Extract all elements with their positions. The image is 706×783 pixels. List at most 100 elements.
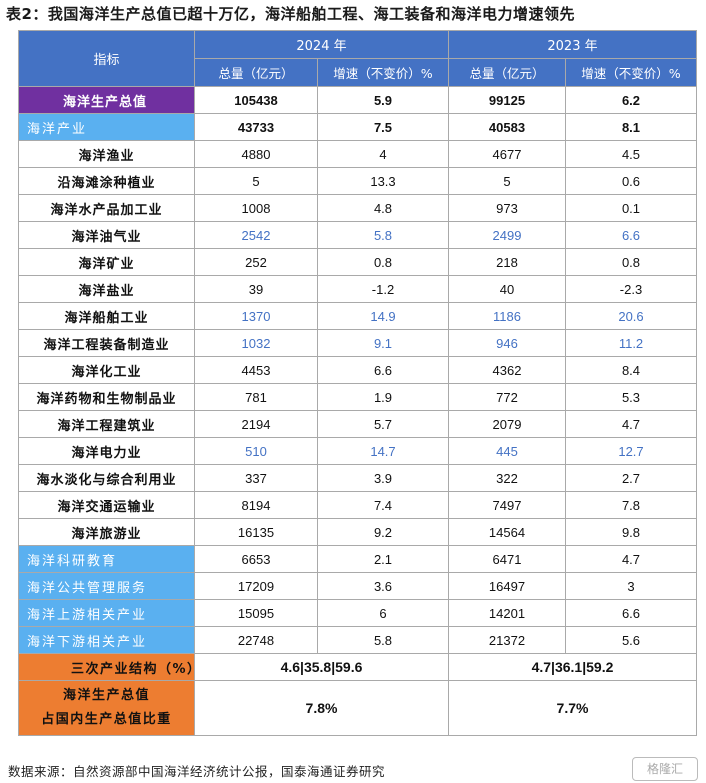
total-2023: 2079 xyxy=(448,410,566,438)
total-2023: 40583 xyxy=(448,113,566,141)
total-2024: 22748 xyxy=(194,626,318,654)
total-2024: 105438 xyxy=(194,86,318,114)
table-row: 海洋盐业 39 -1.2 40 -2.3 xyxy=(18,275,697,303)
total-2024: 1370 xyxy=(194,302,318,330)
growth-2023: 20.6 xyxy=(565,302,697,330)
total-2024: 17209 xyxy=(194,572,318,600)
total-2024: 252 xyxy=(194,248,318,276)
growth-2023: 0.8 xyxy=(565,248,697,276)
total-2024: 4453 xyxy=(194,356,318,384)
total-2023: 218 xyxy=(448,248,566,276)
header-growth-2024: 增速（不变价）% xyxy=(317,58,449,87)
total-2023: 21372 xyxy=(448,626,566,654)
growth-2023: 5.6 xyxy=(565,626,697,654)
row-label: 沿海滩涂种植业 xyxy=(18,167,195,195)
total-2023: 322 xyxy=(448,464,566,492)
growth-2024: 9.1 xyxy=(317,329,449,357)
table-row: 海洋水产品加工业 1008 4.8 973 0.1 xyxy=(18,194,697,222)
row-label: 海水淡化与综合利用业 xyxy=(18,464,195,492)
table-row: 海洋产业 43733 7.5 40583 8.1 xyxy=(18,113,697,141)
table-row: 海洋上游相关产业 15095 6 14201 6.6 xyxy=(18,599,697,627)
table-row: 海洋电力业 510 14.7 445 12.7 xyxy=(18,437,697,465)
table-row: 海水淡化与综合利用业 337 3.9 322 2.7 xyxy=(18,464,697,492)
industry-structure-row: 三次产业结构（%） 4.6|35.8|59.6 4.7|36.1|59.2 xyxy=(18,653,697,681)
share-label-line1: 海洋生产总值 xyxy=(62,688,150,703)
total-2023: 99125 xyxy=(448,86,566,114)
growth-2023: 7.8 xyxy=(565,491,697,519)
row-label: 海洋生产总值占国内生产总值比重 xyxy=(18,680,195,736)
share-2024: 7.8% xyxy=(194,680,449,736)
row-label: 海洋上游相关产业 xyxy=(18,599,195,627)
total-2023: 5 xyxy=(448,167,566,195)
row-label: 海洋矿业 xyxy=(18,248,195,276)
row-label: 海洋工程建筑业 xyxy=(18,410,195,438)
header-growth-2023: 增速（不变价）% xyxy=(565,58,697,87)
row-label: 三次产业结构（%） xyxy=(18,653,195,681)
table-row: 海洋交通运输业 8194 7.4 7497 7.8 xyxy=(18,491,697,519)
growth-2023: 4.7 xyxy=(565,545,697,573)
share-label-line2: 占国内生产总值比重 xyxy=(41,712,172,727)
growth-2023: 2.7 xyxy=(565,464,697,492)
total-2023: 445 xyxy=(448,437,566,465)
total-2024: 1032 xyxy=(194,329,318,357)
growth-2024: -1.2 xyxy=(317,275,449,303)
total-2024: 2542 xyxy=(194,221,318,249)
row-label: 海洋科研教育 xyxy=(18,545,195,573)
growth-2024: 13.3 xyxy=(317,167,449,195)
total-2024: 6653 xyxy=(194,545,318,573)
table-row: 海洋药物和生物制品业 781 1.9 772 5.3 xyxy=(18,383,697,411)
row-label: 海洋下游相关产业 xyxy=(18,626,195,654)
table-body: 海洋生产总值 105438 5.9 99125 6.2 海洋产业 43733 7.5 40583… xyxy=(18,86,697,736)
row-label: 海洋船舶工业 xyxy=(18,302,195,330)
growth-2024: 5.8 xyxy=(317,221,449,249)
total-2023: 2499 xyxy=(448,221,566,249)
table-row: 海洋油气业 2542 5.8 2499 6.6 xyxy=(18,221,697,249)
growth-2023: 11.2 xyxy=(565,329,697,357)
table-title: 表2：我国海洋生产总值已超十万亿，海洋船舶工程、海工装备和海洋电力增速领先 xyxy=(6,5,575,23)
total-2024: 15095 xyxy=(194,599,318,627)
growth-2024: 7.5 xyxy=(317,113,449,141)
total-2024: 1008 xyxy=(194,194,318,222)
growth-2023: 6.2 xyxy=(565,86,697,114)
table-row: 海洋科研教育 6653 2.1 6471 4.7 xyxy=(18,545,697,573)
table-row: 海洋矿业 252 0.8 218 0.8 xyxy=(18,248,697,276)
growth-2024: 14.7 xyxy=(317,437,449,465)
total-2023: 14201 xyxy=(448,599,566,627)
growth-2024: 4.8 xyxy=(317,194,449,222)
total-2024: 781 xyxy=(194,383,318,411)
header-year-2023: 2023 年 xyxy=(448,30,697,59)
total-2024: 39 xyxy=(194,275,318,303)
growth-2024: 5.8 xyxy=(317,626,449,654)
total-2024: 16135 xyxy=(194,518,318,546)
total-2024: 43733 xyxy=(194,113,318,141)
header-total-2024: 总量（亿元） xyxy=(194,58,318,87)
total-2024: 337 xyxy=(194,464,318,492)
growth-2024: 3.9 xyxy=(317,464,449,492)
table-row: 沿海滩涂种植业 5 13.3 5 0.6 xyxy=(18,167,697,195)
growth-2023: 6.6 xyxy=(565,599,697,627)
row-label: 海洋渔业 xyxy=(18,140,195,168)
table-row: 海洋渔业 4880 4 4677 4.5 xyxy=(18,140,697,168)
total-2023: 7497 xyxy=(448,491,566,519)
row-label: 海洋旅游业 xyxy=(18,518,195,546)
structure-2024: 4.6|35.8|59.6 xyxy=(194,653,449,681)
data-source-note: 数据来源：自然资源部中国海洋经济统计公报，国泰海通证券研究 xyxy=(8,764,386,779)
row-label: 海洋产业 xyxy=(18,113,195,141)
marine-economy-table: 指标 2024 年 2023 年 总量（亿元） 增速（不变价）% 总量（亿元） … xyxy=(18,30,697,736)
growth-2024: 14.9 xyxy=(317,302,449,330)
watermark-logo: 格隆汇 xyxy=(632,757,698,781)
table-row: 海洋公共管理服务 17209 3.6 16497 3 xyxy=(18,572,697,600)
total-2024: 4880 xyxy=(194,140,318,168)
header-total-2023: 总量（亿元） xyxy=(448,58,566,87)
total-2024: 5 xyxy=(194,167,318,195)
growth-2023: 5.3 xyxy=(565,383,697,411)
table-row: 海洋工程建筑业 2194 5.7 2079 4.7 xyxy=(18,410,697,438)
growth-2024: 1.9 xyxy=(317,383,449,411)
total-2023: 40 xyxy=(448,275,566,303)
growth-2023: 4.7 xyxy=(565,410,697,438)
row-label: 海洋药物和生物制品业 xyxy=(18,383,195,411)
total-2023: 16497 xyxy=(448,572,566,600)
header-year-2024: 2024 年 xyxy=(194,30,449,59)
row-label: 海洋化工业 xyxy=(18,356,195,384)
growth-2024: 3.6 xyxy=(317,572,449,600)
